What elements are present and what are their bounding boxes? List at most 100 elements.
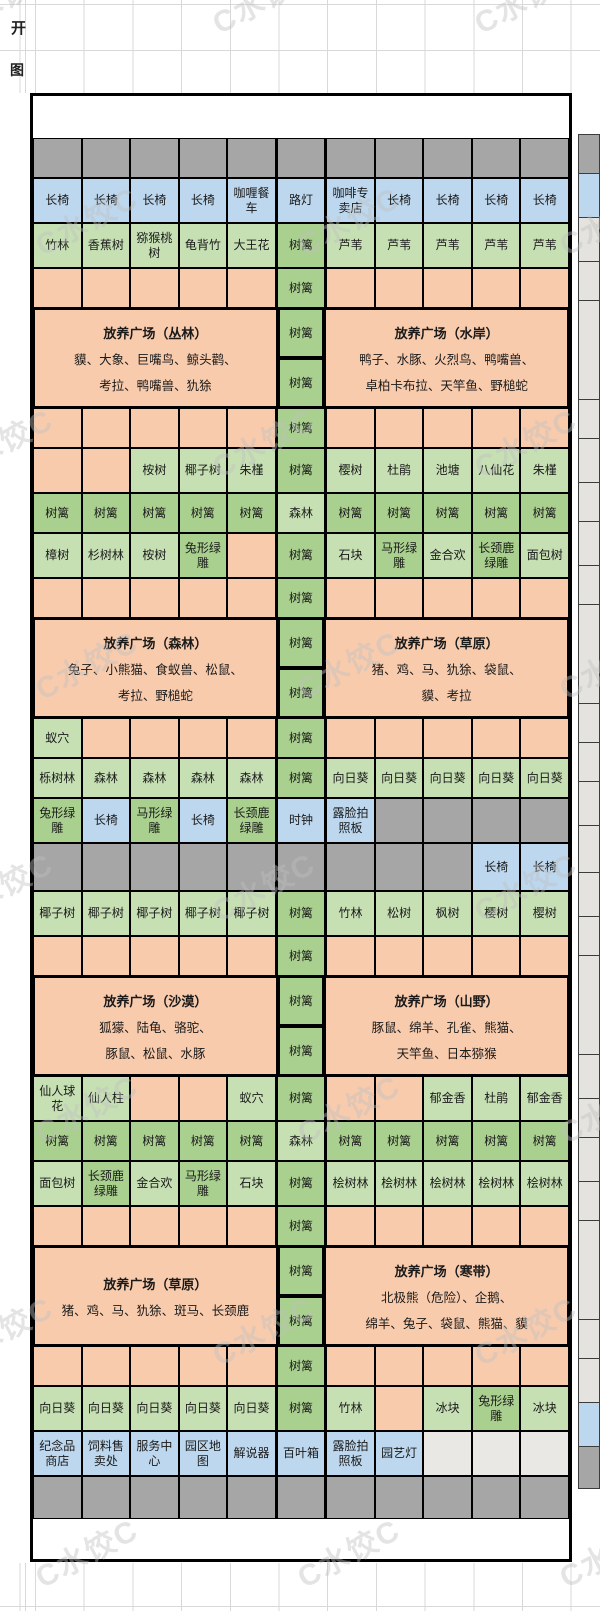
plaza-area[interactable]: 放养广场（山野） 豚鼠、绵羊、孔雀、熊猫、 天竿鱼、日本猕猴 <box>324 976 570 1076</box>
map-cell[interactable]: 树篱 <box>374 1121 424 1161</box>
offpage-cell[interactable] <box>578 703 600 743</box>
map-cell[interactable]: 树篱 <box>471 1121 521 1161</box>
map-cell[interactable]: 长椅 <box>130 178 179 223</box>
map-cell[interactable]: 长椅 <box>81 178 131 223</box>
map-cell[interactable] <box>33 578 82 618</box>
map-cell[interactable] <box>130 718 179 758</box>
offpage-cell[interactable] <box>578 604 600 704</box>
map-cell[interactable] <box>178 1076 228 1121</box>
map-cell[interactable]: 树篱 <box>275 758 327 798</box>
map-cell[interactable]: 向日葵 <box>520 758 570 798</box>
map-cell[interactable]: 树篱 <box>33 493 82 533</box>
map-cell[interactable]: 饲料售卖处 <box>81 1431 131 1476</box>
map-cell[interactable] <box>33 1206 82 1246</box>
offpage-cell[interactable] <box>578 916 600 956</box>
map-cell[interactable] <box>471 1476 521 1519</box>
map-cell[interactable]: 树篱 <box>130 493 179 533</box>
map-cell[interactable] <box>81 1206 131 1246</box>
map-cell[interactable] <box>130 1076 179 1121</box>
map-cell[interactable] <box>178 936 228 976</box>
map-cell[interactable]: 石块 <box>227 1161 276 1206</box>
map-cell[interactable] <box>471 578 521 618</box>
map-cell[interactable]: 兔形绿雕 <box>471 1386 521 1431</box>
map-cell[interactable] <box>33 1346 82 1386</box>
map-cell[interactable] <box>520 798 570 843</box>
map-cell[interactable] <box>130 1346 179 1386</box>
map-cell[interactable] <box>130 843 179 891</box>
map-cell[interactable]: 桧树林 <box>326 1161 375 1206</box>
map-cell[interactable]: 树篱 <box>81 1121 131 1161</box>
map-cell[interactable] <box>520 936 570 976</box>
map-cell[interactable] <box>227 408 276 448</box>
offpage-cell[interactable] <box>578 825 600 873</box>
map-cell[interactable]: 长椅 <box>374 178 424 223</box>
map-cell[interactable]: 金合欢 <box>423 533 472 578</box>
map-cell[interactable]: 长椅 <box>471 178 521 223</box>
map-cell[interactable] <box>520 138 570 178</box>
map-cell[interactable]: 长颈鹿绿雕 <box>227 798 276 843</box>
map-cell[interactable]: 树篱 <box>277 358 325 408</box>
map-cell[interactable]: 树篱 <box>275 268 327 308</box>
map-cell[interactable] <box>423 1346 472 1386</box>
map-cell[interactable]: 冰块 <box>423 1386 472 1431</box>
plaza-area[interactable]: 放养广场（水岸） 鸭子、水豚、火烈鸟、鸭嘴兽、 卓柏卡布拉、天竿鱼、野槌蛇 <box>324 308 570 408</box>
map-cell[interactable] <box>520 268 570 308</box>
map-cell[interactable]: 园区地图 <box>178 1431 228 1476</box>
map-cell[interactable]: 园艺灯 <box>374 1431 424 1476</box>
map-cell[interactable]: 池塘 <box>423 448 472 493</box>
map-cell[interactable] <box>130 268 179 308</box>
map-cell[interactable] <box>227 1346 276 1386</box>
map-cell[interactable] <box>326 578 375 618</box>
map-cell[interactable]: 桧树林 <box>520 1161 570 1206</box>
map-cell[interactable] <box>227 843 276 891</box>
map-cell[interactable]: 树篱 <box>81 493 131 533</box>
map-cell[interactable]: 樟树 <box>33 533 82 578</box>
offpage-cell[interactable] <box>578 438 600 483</box>
map-cell[interactable]: 石块 <box>326 533 375 578</box>
map-cell[interactable] <box>33 936 82 976</box>
map-cell[interactable]: 蚁穴 <box>33 718 82 758</box>
map-cell[interactable]: 树篱 <box>275 936 327 976</box>
map-cell[interactable] <box>178 1206 228 1246</box>
map-cell[interactable]: 树篱 <box>33 1121 82 1161</box>
map-cell[interactable]: 长椅 <box>471 843 521 891</box>
map-cell[interactable]: 树篱 <box>423 493 472 533</box>
map-cell[interactable]: 树篱 <box>130 1121 179 1161</box>
map-cell[interactable] <box>130 1476 179 1519</box>
map-cell[interactable] <box>520 578 570 618</box>
map-cell[interactable]: 树篱 <box>277 1246 325 1296</box>
map-cell[interactable]: 露脸拍照板 <box>326 798 375 843</box>
map-cell[interactable]: 椰子树 <box>178 891 228 936</box>
plaza-area[interactable]: 放养广场（寒带） 北极熊（危险）、企鹅、 绵羊、兔子、袋鼠、熊猫、貘 <box>324 1246 570 1346</box>
map-cell[interactable] <box>33 138 82 178</box>
map-cell[interactable]: 树篱 <box>277 308 325 358</box>
map-cell[interactable]: 森林 <box>81 758 131 798</box>
map-cell[interactable]: 咖啡专卖店 <box>326 178 375 223</box>
map-cell[interactable]: 长椅 <box>178 178 228 223</box>
map-cell[interactable]: 树篱 <box>275 408 327 448</box>
map-cell[interactable]: 树篱 <box>275 578 327 618</box>
map-cell[interactable]: 栎树林 <box>33 758 82 798</box>
map-cell[interactable]: 长椅 <box>81 798 131 843</box>
map-cell[interactable]: 椰子树 <box>178 448 228 493</box>
map-cell[interactable] <box>81 718 131 758</box>
map-cell[interactable] <box>130 936 179 976</box>
map-cell[interactable] <box>130 578 179 618</box>
map-cell[interactable] <box>81 1346 131 1386</box>
map-cell[interactable]: 桧树林 <box>471 1161 521 1206</box>
map-cell[interactable]: 树篱 <box>227 493 276 533</box>
map-cell[interactable] <box>81 578 131 618</box>
map-cell[interactable] <box>520 1431 570 1476</box>
map-cell[interactable] <box>227 533 276 578</box>
map-cell[interactable] <box>178 1346 228 1386</box>
map-cell[interactable] <box>275 843 327 891</box>
map-cell[interactable] <box>33 408 82 448</box>
map-cell[interactable]: 树篱 <box>277 976 325 1026</box>
map-cell[interactable] <box>374 1346 424 1386</box>
map-cell[interactable]: 树篱 <box>275 533 327 578</box>
map-cell[interactable]: 树篱 <box>520 1121 570 1161</box>
map-cell[interactable] <box>326 843 375 891</box>
map-cell[interactable]: 椰子树 <box>227 891 276 936</box>
plaza-area[interactable]: 放养广场（草原） 猪、鸡、马、犰狳、袋鼠、 貘、考拉 <box>324 618 570 718</box>
map-cell[interactable] <box>178 718 228 758</box>
